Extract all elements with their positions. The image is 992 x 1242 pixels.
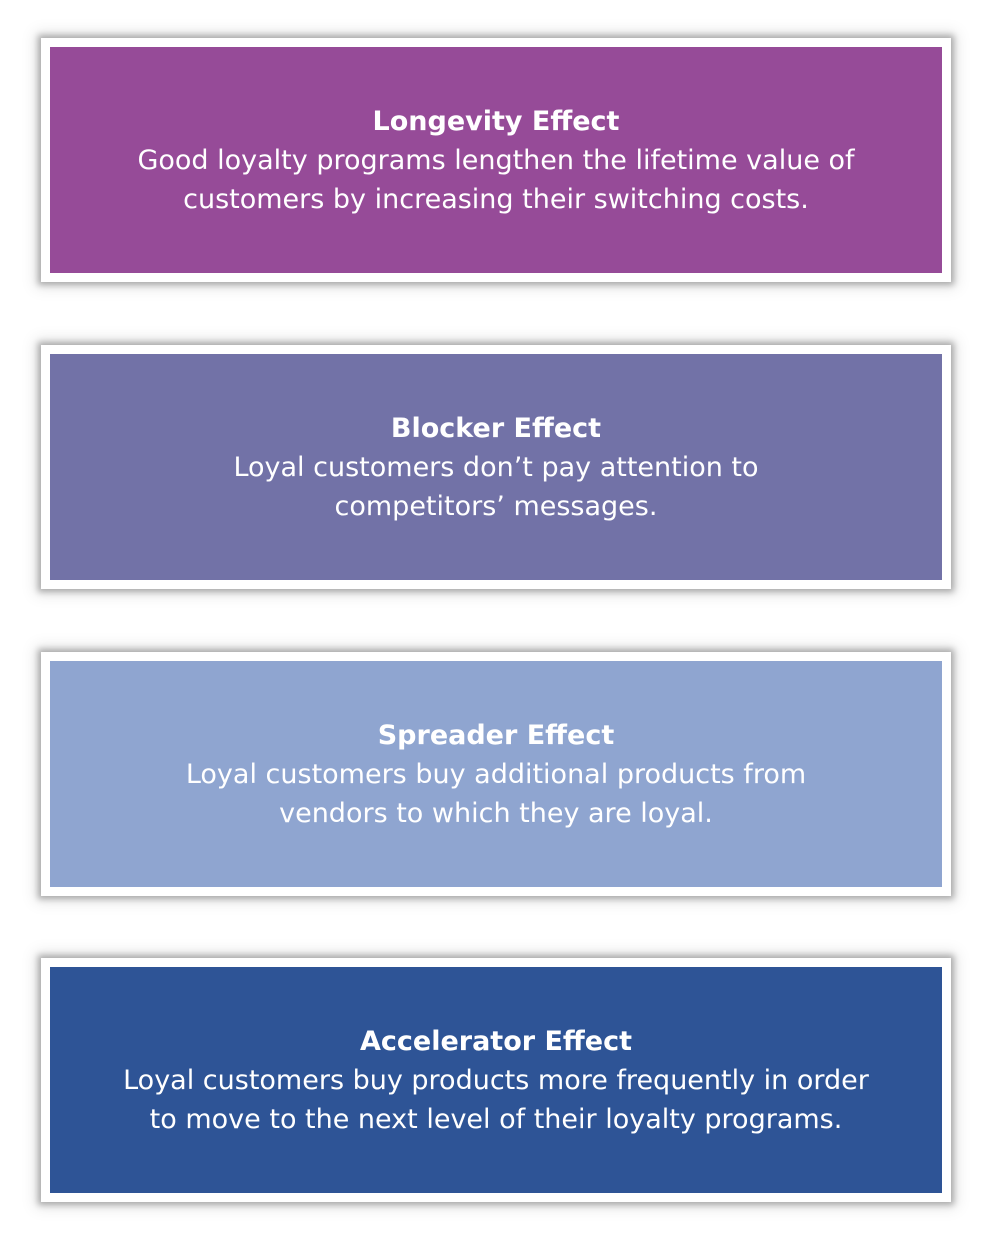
- blocker-effect-card: Blocker Effect Loyal customers don’t pay…: [41, 345, 951, 589]
- accelerator-effect-description: Loyal customers buy products more freque…: [123, 1064, 869, 1135]
- blocker-effect-description: Loyal customers don’t pay attention to c…: [233, 451, 759, 522]
- accelerator-effect-title: Accelerator Effect: [359, 1025, 633, 1057]
- longevity-effect-card: Longevity Effect Good loyalty programs l…: [41, 38, 951, 282]
- accelerator-effect-card: Accelerator Effect Loyal customers buy p…: [41, 958, 951, 1202]
- blocker-effect-title: Blocker Effect: [390, 412, 602, 444]
- blocker-effect-panel: Blocker Effect Loyal customers don’t pay…: [50, 354, 942, 580]
- spreader-effect-title: Spreader Effect: [377, 719, 615, 751]
- longevity-effect-title: Longevity Effect: [372, 105, 620, 137]
- longevity-effect-description: Good loyalty programs lengthen the lifet…: [137, 144, 855, 215]
- spreader-effect-panel: Spreader Effect Loyal customers buy addi…: [50, 661, 942, 887]
- accelerator-effect-panel: Accelerator Effect Loyal customers buy p…: [50, 967, 942, 1193]
- longevity-effect-panel: Longevity Effect Good loyalty programs l…: [50, 47, 942, 273]
- spreader-effect-description: Loyal customers buy additional products …: [185, 758, 807, 829]
- spreader-effect-card: Spreader Effect Loyal customers buy addi…: [41, 652, 951, 896]
